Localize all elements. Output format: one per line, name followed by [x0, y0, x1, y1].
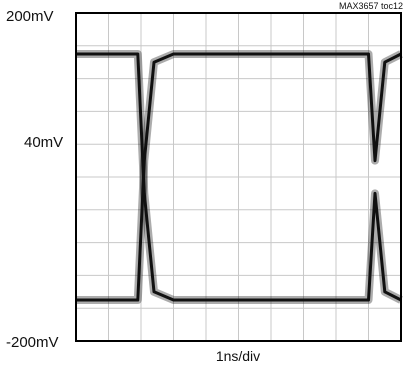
y-tick-label-bottom: -200mV: [6, 334, 59, 351]
x-axis-label: 1ns/div: [216, 348, 260, 364]
traces: [76, 50, 403, 304]
figure-id-label: MAX3657 toc12: [339, 1, 403, 11]
trace-1: [76, 52, 402, 302]
y-tick-label-mid: 40mV: [24, 134, 63, 151]
trace-2: [76, 52, 402, 302]
plot-frame: [75, 12, 402, 342]
y-tick-label-top: 200mV: [6, 8, 54, 25]
